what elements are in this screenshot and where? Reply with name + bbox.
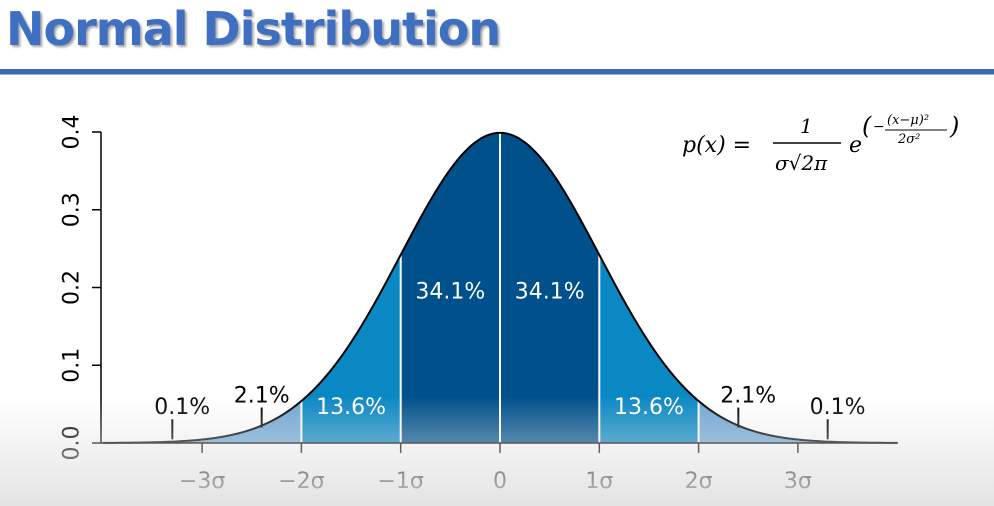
formula-denominator: σ√2π xyxy=(775,151,828,175)
y-tick-label-0: 0.0 xyxy=(60,426,85,461)
pct-label-4: 2.1% xyxy=(234,384,290,409)
x-tick-label-4: 1σ xyxy=(585,469,613,494)
x-tick-label-6: 3σ xyxy=(784,469,812,494)
formula-exp-numerator: (x−μ)² xyxy=(887,113,929,128)
formula-lhs: p(x) = xyxy=(682,133,751,158)
pct-label-7: 0.1% xyxy=(810,395,866,420)
pct-label-1: 34.1% xyxy=(515,279,585,304)
pct-label-5: 2.1% xyxy=(720,384,776,409)
formula-close-paren: ) xyxy=(949,112,959,140)
y-tick-label-4: 0.4 xyxy=(60,115,85,150)
y-tick-label-2: 0.2 xyxy=(60,270,85,305)
formula-open-paren: ( xyxy=(862,112,872,140)
title-divider xyxy=(0,69,994,75)
formula-base: e xyxy=(849,133,862,158)
y-tick-label-1: 0.1 xyxy=(60,348,85,383)
formula-numerator: 1 xyxy=(800,114,813,138)
pct-label-6: 0.1% xyxy=(154,395,210,420)
density-formula: p(x) = 1 σ√2π e ( − (x−μ)² 2σ² ) xyxy=(682,112,959,175)
pct-label-3: 13.6% xyxy=(614,395,684,420)
x-tick-label-5: 2σ xyxy=(685,469,713,494)
x-tick-label-2: −1σ xyxy=(378,469,424,494)
formula-minus: − xyxy=(873,119,885,135)
pct-label-2: 13.6% xyxy=(316,395,386,420)
x-tick-label-1: −2σ xyxy=(278,469,324,494)
formula-exp-denominator: 2σ² xyxy=(897,132,920,147)
slide-title: Normal Distribution xyxy=(6,2,501,56)
y-tick-label-3: 0.3 xyxy=(60,192,85,227)
pct-label-0: 34.1% xyxy=(415,279,485,304)
x-tick-label-3: 0 xyxy=(493,469,507,494)
x-tick-label-0: −3σ xyxy=(179,469,225,494)
